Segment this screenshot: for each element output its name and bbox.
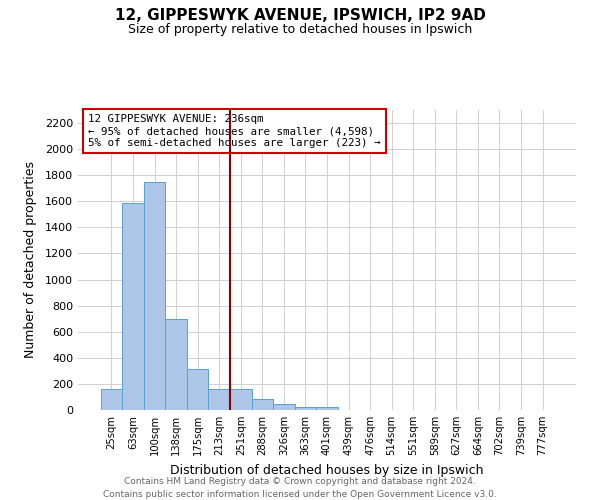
Bar	[230, 389, 251, 410]
Bar	[295, 406, 316, 410]
Text: 12 GIPPESWYK AVENUE: 236sqm
← 95% of detached houses are smaller (4,598)
5% of s: 12 GIPPESWYK AVENUE: 236sqm ← 95% of det…	[88, 114, 380, 148]
Text: 12, GIPPESWYK AVENUE, IPSWICH, IP2 9AD: 12, GIPPESWYK AVENUE, IPSWICH, IP2 9AD	[115, 8, 485, 22]
Bar	[101, 389, 122, 410]
Bar	[273, 404, 295, 410]
Text: Size of property relative to detached houses in Ipswich: Size of property relative to detached ho…	[128, 22, 472, 36]
Bar	[166, 318, 187, 410]
Bar	[316, 408, 338, 410]
Bar	[208, 389, 230, 410]
Bar	[122, 202, 144, 410]
Bar	[144, 182, 166, 410]
Text: Contains public sector information licensed under the Open Government Licence v3: Contains public sector information licen…	[103, 490, 497, 499]
Bar	[187, 369, 208, 410]
Bar	[251, 399, 273, 410]
Y-axis label: Number of detached properties: Number of detached properties	[23, 162, 37, 358]
Text: Contains HM Land Registry data © Crown copyright and database right 2024.: Contains HM Land Registry data © Crown c…	[124, 478, 476, 486]
X-axis label: Distribution of detached houses by size in Ipswich: Distribution of detached houses by size …	[170, 464, 484, 476]
